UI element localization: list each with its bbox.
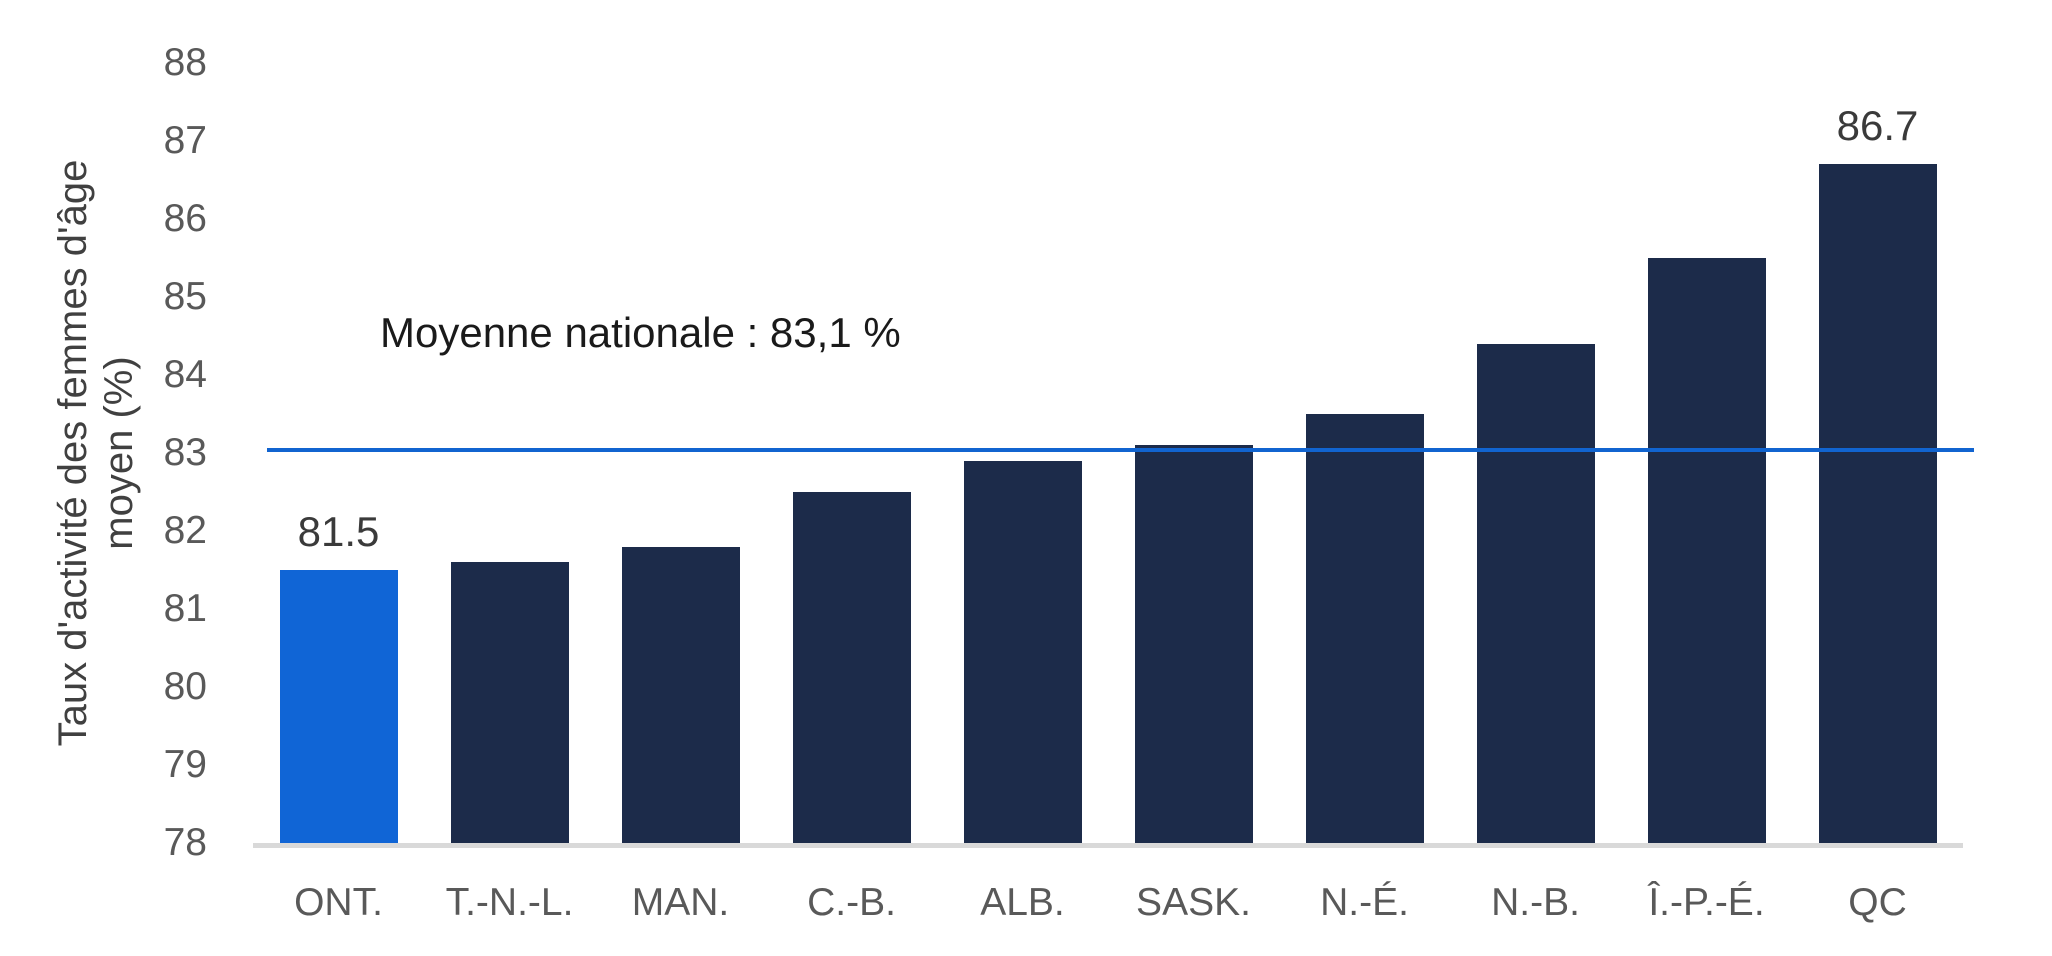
- bar-slot: N.-B.: [1450, 63, 1621, 924]
- bar-slot: SASK.: [1108, 63, 1279, 924]
- plot-area: 81.5 ONT. T.-N.-L. MAN. C.-B. ALB. SASK.…: [253, 63, 1974, 924]
- national-average-line: [267, 448, 1974, 453]
- y-tick-label: 82: [163, 509, 207, 552]
- bar: [279, 570, 398, 843]
- x-axis-category-label: N.-B.: [1491, 881, 1580, 924]
- bar-slot: ALB.: [937, 63, 1108, 924]
- y-tick-label: 78: [163, 821, 207, 864]
- x-axis-category-label: ALB.: [980, 881, 1065, 924]
- bar: [1647, 258, 1766, 843]
- x-axis-line: [253, 843, 1963, 848]
- bar: [1134, 445, 1253, 843]
- y-tick-label: 87: [163, 119, 207, 162]
- x-axis-category-label: SASK.: [1136, 881, 1251, 924]
- x-axis-category-label: MAN.: [631, 881, 730, 924]
- y-tick-label: 83: [163, 431, 207, 474]
- bar-slot: T.-N.-L.: [424, 63, 595, 924]
- bar-slot: C.-B.: [766, 63, 937, 924]
- bar: [1476, 343, 1595, 843]
- x-axis-category-label: T.-N.-L.: [445, 881, 574, 924]
- y-axis-title-line2: moyen (%): [97, 356, 141, 550]
- bar: [963, 460, 1082, 843]
- bar: [1305, 414, 1424, 843]
- y-tick-label: 86: [163, 197, 207, 240]
- bar-slot: 81.5 ONT.: [253, 63, 424, 924]
- bar-value-label: 81.5: [297, 508, 380, 555]
- x-axis-category-label: N.-É.: [1320, 881, 1409, 924]
- bar-slot: Î.-P.-É.: [1621, 63, 1792, 924]
- x-axis-category-label: QC: [1848, 881, 1907, 924]
- y-tick-label: 85: [163, 275, 207, 318]
- bar-slot: N.-É.: [1279, 63, 1450, 924]
- x-axis-category-label: C.-B.: [807, 881, 896, 924]
- y-tick-label: 84: [163, 353, 207, 396]
- bar: [1818, 164, 1937, 843]
- y-tick-label: 81: [163, 587, 207, 630]
- bar-slot: 86.7 QC: [1792, 63, 1963, 924]
- bar: [450, 562, 569, 843]
- bar: [621, 546, 740, 843]
- x-axis-category-label: ONT.: [294, 881, 383, 924]
- y-tick-label: 88: [163, 41, 207, 84]
- bar: [792, 492, 911, 843]
- bar-value-label: 86.7: [1836, 102, 1919, 150]
- bar-slot: MAN.: [595, 63, 766, 924]
- x-axis-category-label: Î.-P.-É.: [1648, 881, 1765, 924]
- y-axis-title-line1: Taux d'activité des femmes d'âge: [51, 159, 95, 747]
- y-tick-label: 79: [163, 743, 207, 786]
- y-tick-label: 80: [163, 665, 207, 708]
- y-axis-title: Taux d'activité des femmes d'âge moyen (…: [50, 63, 142, 843]
- bars-row: 81.5 ONT. T.-N.-L. MAN. C.-B. ALB. SASK.…: [253, 63, 1963, 924]
- national-average-annotation: Moyenne nationale : 83,1 %: [380, 309, 901, 356]
